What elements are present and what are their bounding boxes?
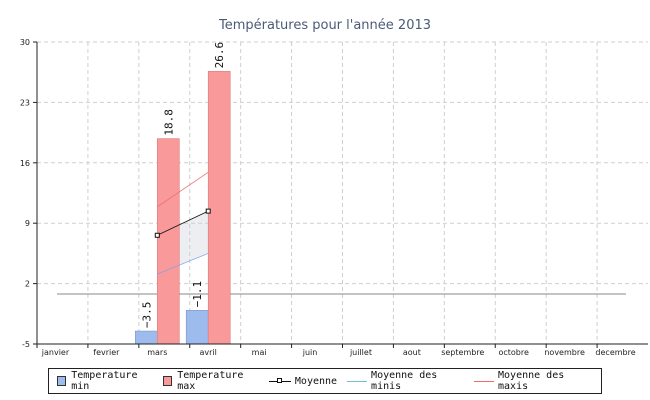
bar-temperature-min [185,310,209,345]
chart-title: Températures pour l'année 2013 [218,18,431,33]
x-tick-label: fevrier [93,348,120,357]
marker-moyenne [205,208,211,214]
data-label-max: 26.6 [213,42,226,69]
legend-label-moyenne-maxis: Moyenne des maxis [498,370,565,392]
legend-swatch-moyenne-minis [347,376,368,386]
data-label-min: −3.5 [140,302,153,329]
data-label-min: −1.1 [191,281,204,308]
x-tick-label: mars [147,348,167,357]
y-tick-label: 16 [20,159,30,168]
line-moyenne-maxis [157,172,209,208]
line-moyenne-minis [157,253,209,275]
y-tick-label: 2 [25,280,30,289]
legend-item-temperature-min: Temperature min [57,370,153,392]
x-tick-label: juin [302,348,318,357]
legend-label-moyenne: Moyenne [294,375,338,387]
x-tick-label: decembre [595,348,635,357]
legend-label-max: Temperature max [177,370,244,392]
legend-swatch-moyenne [268,376,291,386]
x-tick-label: janvier [41,348,70,357]
data-labels: −3.5 18.8 −1.1 26.6 [140,42,226,328]
y-tick-label: 9 [25,219,30,228]
legend-swatch-min [57,376,67,386]
legend-item-moyenne-minis: Moyenne des minis [347,370,464,392]
x-tick-label: septembre [441,348,484,357]
bar-temperature-max [156,138,180,345]
legend-label-min: Temperature min [71,370,138,392]
series-lines [154,172,211,275]
legend-label-moyenne-minis: Moyenne des minis [371,370,438,392]
y-tick-label: 23 [20,98,30,107]
legend-swatch-moyenne-maxis [474,376,495,386]
grid [37,41,648,344]
data-label-max: 18.8 [162,109,175,136]
legend: Temperature min Temperature max Moyenne … [48,368,602,394]
x-tick-label: mai [252,348,267,357]
legend-item-moyenne: Moyenne [268,375,338,387]
axes: -5 2 9 16 23 30 janvier fevrier mars avril mai juin… [20,38,648,357]
y-tick-label: 30 [20,38,30,47]
bar-temperature-min [134,330,158,345]
x-tick-label: novembre [544,348,585,357]
x-tick-label: avril [200,348,217,357]
x-tick-label: aout [403,348,421,357]
legend-swatch-max [162,376,173,386]
marker-moyenne [154,232,160,238]
x-tick-label: juillet [349,348,372,357]
bar-temperature-max [207,71,231,345]
line-moyenne [157,210,209,236]
x-tick-label: octobre [498,348,529,357]
bars [134,71,231,345]
y-tick-label: -5 [22,340,30,349]
legend-item-temperature-max: Temperature max [162,370,259,392]
legend-item-moyenne-maxis: Moyenne des maxis [474,370,591,392]
